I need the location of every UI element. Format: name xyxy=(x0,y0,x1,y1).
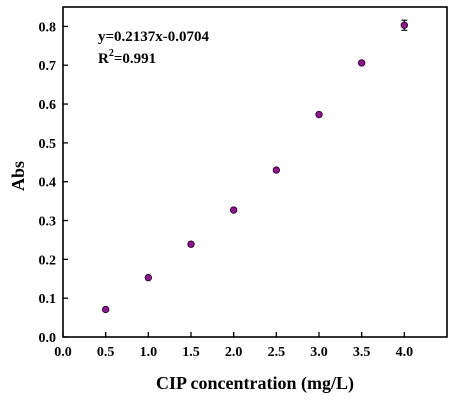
plot-frame xyxy=(62,6,448,338)
y-tick-label: 0.2 xyxy=(39,253,57,268)
x-tick-label: 1.5 xyxy=(182,345,200,360)
y-tick-label: 0.3 xyxy=(39,215,57,230)
r-squared-label: R2=0.991 xyxy=(98,48,156,67)
x-axis-title: CIP concentration (mg/L) xyxy=(156,373,354,394)
x-tick-label: 0.0 xyxy=(54,345,72,360)
data-point xyxy=(315,110,323,119)
data-point xyxy=(400,21,409,29)
regression-equation: y=0.2137x-0.0704 xyxy=(98,29,210,45)
y-tick-label: 0.7 xyxy=(39,59,57,74)
x-tick-label: 4.0 xyxy=(396,345,414,360)
data-point xyxy=(101,305,110,314)
y-tick-label: 0.8 xyxy=(39,20,57,35)
y-tick-label: 0.6 xyxy=(39,98,57,113)
x-tick-label: 3.5 xyxy=(353,345,371,360)
y-tick-label: 0.4 xyxy=(39,176,57,191)
data-point xyxy=(187,240,195,248)
x-tick-label: 3.0 xyxy=(310,345,328,360)
axes xyxy=(62,6,448,338)
y-axis-title: Abs xyxy=(8,161,28,191)
data-point xyxy=(229,206,238,214)
data-points xyxy=(101,19,409,314)
r-squared-value: =0.991 xyxy=(114,51,156,67)
data-point xyxy=(144,273,153,282)
y-tick-label: 0.0 xyxy=(39,331,57,346)
x-tick-label: 2.0 xyxy=(225,345,243,360)
y-tick-label: 0.5 xyxy=(39,137,57,152)
x-tick-label: 2.5 xyxy=(268,345,286,360)
data-point xyxy=(357,59,366,67)
r-squared-prefix: R xyxy=(98,51,109,67)
ticks: 0.0 0.5 1.0 1.5 2.0 2.5 3.0 3.5 4.0 0.0 0.1 0.2 0.3 0… xyxy=(39,20,414,360)
data-point xyxy=(272,166,281,174)
y-tick-label: 0.1 xyxy=(39,292,57,307)
x-tick-label: 1.0 xyxy=(140,345,158,360)
r-squared-superscript: 2 xyxy=(109,48,114,59)
x-tick-label: 0.5 xyxy=(97,345,115,360)
